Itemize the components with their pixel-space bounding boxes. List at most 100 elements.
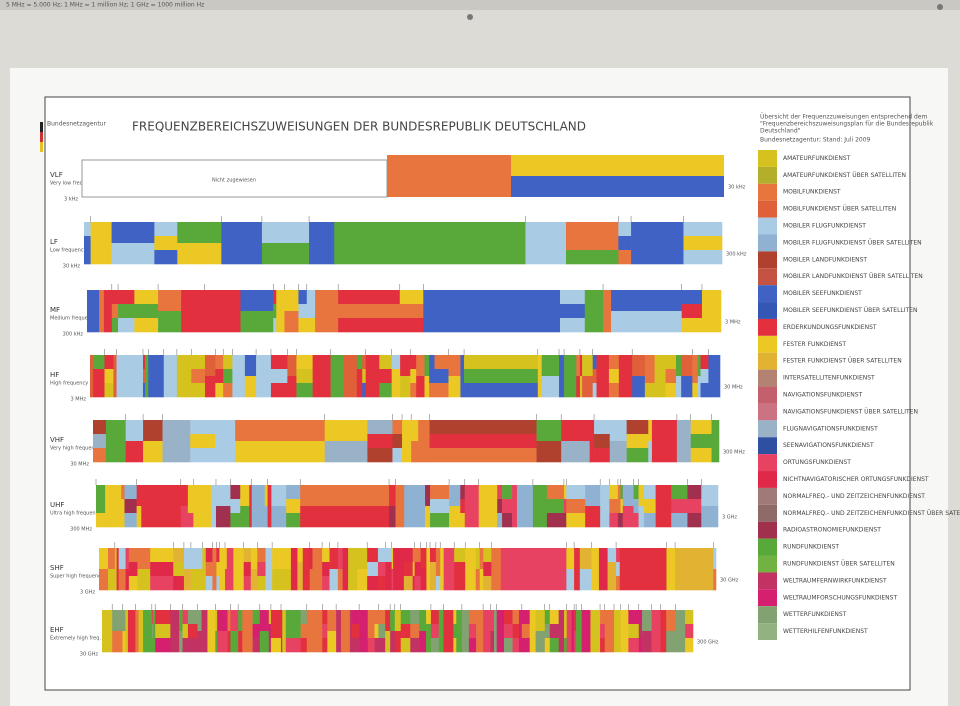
stripe xyxy=(559,355,565,398)
stripe xyxy=(594,420,611,435)
legend-label: FESTER FUNKDIENST ÜBER SATELLITEN xyxy=(783,358,902,365)
stripe xyxy=(257,562,266,577)
stripe xyxy=(285,610,301,625)
legend-swatch xyxy=(758,352,777,370)
stripe xyxy=(244,355,257,377)
stripe xyxy=(596,355,610,398)
stripe xyxy=(367,448,393,463)
band-start: 30 GHz xyxy=(80,652,99,658)
stripe xyxy=(191,383,206,398)
stripe xyxy=(385,610,391,632)
stripe xyxy=(681,318,703,333)
stripe xyxy=(357,548,368,570)
stripe xyxy=(238,631,243,653)
stripe xyxy=(571,610,575,653)
stripe xyxy=(500,548,557,591)
stripe xyxy=(205,576,213,591)
stripe xyxy=(644,485,656,500)
stripe xyxy=(565,250,619,265)
stripe xyxy=(359,610,369,632)
legend-label: RADIOASTRONOMIEFUNKDIENST xyxy=(783,527,881,534)
band-start: 30 kHz xyxy=(63,264,81,270)
stripe xyxy=(309,222,335,244)
stripe xyxy=(453,624,457,639)
top-note: 5 MHz = 5.000 Hz; 1 MHz = 1 million Hz; … xyxy=(6,2,204,9)
stripe xyxy=(257,576,266,591)
stripe xyxy=(393,548,405,591)
stripe xyxy=(430,624,440,639)
stripe xyxy=(713,569,717,591)
stripe xyxy=(142,355,146,370)
stripe xyxy=(135,610,139,653)
stripe xyxy=(626,420,649,435)
stripe xyxy=(125,441,144,463)
stripe xyxy=(475,569,481,591)
stripe xyxy=(395,485,405,528)
legend-swatch xyxy=(758,623,777,640)
band-start: 3 kHz xyxy=(64,197,78,203)
legend-swatch xyxy=(758,268,777,286)
stripe xyxy=(692,383,699,398)
stripe xyxy=(576,610,582,653)
stripe xyxy=(190,448,216,463)
legend-label: RUNDFUNKDIENST ÜBER SATELLITEN xyxy=(783,560,895,567)
stripe xyxy=(296,355,313,370)
band-name: VHF xyxy=(50,436,64,444)
top-strip xyxy=(0,0,960,10)
stripe xyxy=(644,369,655,384)
stripe xyxy=(122,631,126,653)
stripe xyxy=(494,610,498,632)
stripe xyxy=(204,290,241,312)
stripe xyxy=(430,610,440,625)
stripe xyxy=(352,638,360,653)
stripe xyxy=(435,548,441,563)
legend-swatch xyxy=(758,318,777,336)
stripe xyxy=(420,548,427,570)
stripe xyxy=(681,376,693,398)
stripe xyxy=(298,304,308,319)
stripe xyxy=(158,290,182,312)
stripe xyxy=(215,506,231,528)
stripe xyxy=(93,383,105,398)
stripe xyxy=(410,369,417,384)
legend-swatch xyxy=(758,251,777,269)
stripe xyxy=(330,355,344,398)
stripe xyxy=(187,610,198,625)
stripe xyxy=(400,638,411,653)
stripe xyxy=(687,499,702,514)
stripe xyxy=(270,624,282,639)
stripe xyxy=(356,355,363,370)
stripe xyxy=(675,610,686,653)
stripe xyxy=(286,485,301,500)
stripe xyxy=(660,610,667,653)
stripe xyxy=(338,290,401,305)
stripe xyxy=(683,236,723,251)
stripe xyxy=(296,369,313,384)
stripe xyxy=(190,420,216,435)
stripe xyxy=(87,290,100,333)
stripe xyxy=(410,610,420,625)
stripe xyxy=(685,610,694,625)
stripe xyxy=(576,355,581,377)
stripe xyxy=(290,548,298,591)
stripe xyxy=(443,610,454,653)
stripe xyxy=(84,250,91,265)
stripe xyxy=(215,485,231,507)
stripe xyxy=(215,355,224,370)
band-end: 3 MHz xyxy=(725,320,741,326)
stripe xyxy=(429,448,537,463)
stripe xyxy=(628,638,640,653)
stripe xyxy=(367,638,375,653)
stripe xyxy=(96,499,106,514)
stripe xyxy=(600,624,606,639)
stripe xyxy=(465,548,477,570)
stripe xyxy=(223,355,233,370)
stripe xyxy=(128,548,138,563)
stripe xyxy=(121,499,125,514)
stripe xyxy=(112,610,123,632)
stripe xyxy=(651,610,661,632)
stripe xyxy=(521,638,531,653)
stripe xyxy=(651,420,672,463)
stripe xyxy=(391,548,394,570)
